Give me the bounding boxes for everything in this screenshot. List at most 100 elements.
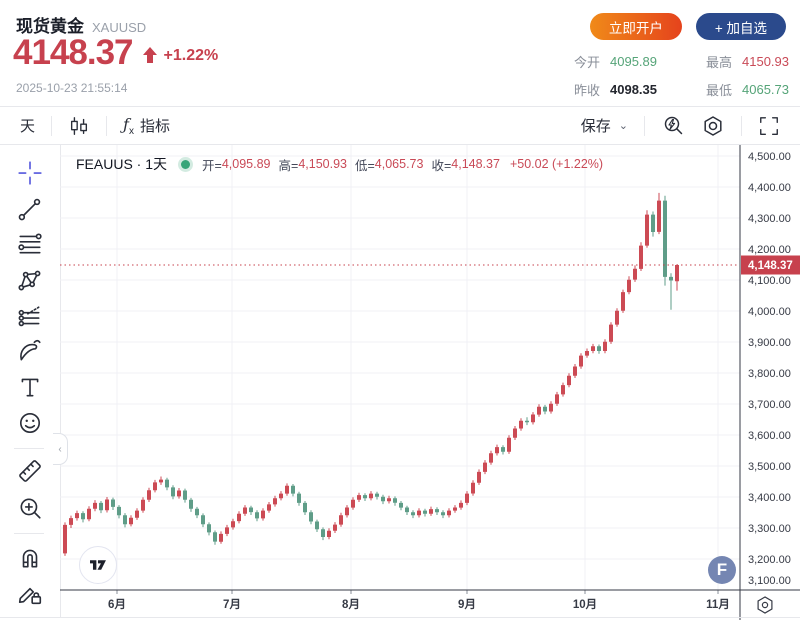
legend-open-label: 开=	[202, 158, 222, 173]
price-tick-label[interactable]: 4,200.00	[748, 244, 791, 256]
indicators-label: 指标	[139, 118, 170, 135]
emoji-icon	[19, 412, 41, 434]
axis-settings-gear-icon[interactable]	[761, 601, 769, 609]
price-chart[interactable]: 6月 7月 8月 9月 10月 11月 4,500.00 4,400.00 4,300.00 4,…	[60, 145, 800, 620]
fullscreen-icon	[760, 116, 778, 135]
price-tick-label[interactable]: 3,100.00	[748, 575, 791, 587]
indicators-button[interactable]: ƒx 指标	[115, 111, 178, 141]
legend-high-label: 高=	[278, 158, 299, 173]
quick-search-button[interactable]	[653, 110, 693, 142]
fib-retracement-icon	[18, 233, 42, 254]
price-row: 4148.37 +1.22%	[13, 33, 218, 73]
price-tick-label[interactable]: 3,800.00	[748, 368, 791, 380]
price-tick-label[interactable]: 4,400.00	[748, 182, 791, 194]
crosshair-icon	[18, 161, 42, 185]
stat-open-label: 今开	[574, 55, 601, 70]
price-tick-label[interactable]: 4,300.00	[748, 213, 791, 225]
legend-low-value: 4,065.73	[374, 157, 424, 171]
fullscreen-button[interactable]	[750, 111, 788, 141]
interval-selector[interactable]: 天	[12, 111, 43, 140]
zoom-in-icon	[20, 498, 41, 519]
month-label[interactable]: 7月	[223, 598, 241, 611]
symbol-name: 现货黄金	[16, 17, 84, 36]
brush-icon	[20, 339, 41, 361]
symbol-title-row: 现货黄金 XAUUSD	[16, 12, 146, 37]
month-label[interactable]: 10月	[573, 598, 597, 611]
price-tick-label[interactable]: 4,100.00	[748, 275, 791, 287]
chart-style-button[interactable]	[60, 111, 98, 141]
quote-header: 现货黄金 XAUUSD 4148.37 +1.22% 2025-10-23 21…	[0, 0, 800, 106]
legend-close-value: 4,148.37	[451, 157, 500, 171]
legend-high-value: 4,150.93	[298, 157, 347, 171]
chart-settings-button[interactable]	[693, 110, 733, 142]
chart-toolbar: 天 ƒx 指标 保存 ⌄	[0, 106, 800, 145]
add-watchlist-button[interactable]: + 加自选	[695, 13, 786, 40]
price-tick-label[interactable]: 3,400.00	[748, 492, 791, 504]
stat-prev-close-value: 4098.35	[610, 82, 657, 97]
chart-legend: FEAUUS · 1天 开= 4,095.89 高= 4,150.93 低= 4,06…	[76, 154, 603, 174]
candlestick-style-icon	[70, 116, 88, 135]
month-label[interactable]: 9月	[458, 598, 476, 611]
tool-magnet[interactable]	[14, 542, 46, 574]
trend-line-icon	[18, 198, 41, 221]
legend-low-label: 低=	[354, 158, 375, 173]
tool-crosshair[interactable]	[14, 157, 46, 189]
sidebar-divider	[14, 448, 44, 449]
tool-lock-drawings[interactable]	[14, 577, 46, 609]
price-tick-label[interactable]: 4,500.00	[748, 151, 791, 163]
sidebar-divider	[14, 533, 44, 534]
quote-stats: 今开 4095.89 最高 4150.93 昨收 4098.35 最低 4065…	[574, 52, 792, 99]
tool-brush[interactable]	[14, 335, 46, 367]
price-tick-label[interactable]: 3,900.00	[748, 337, 791, 349]
tool-long-position[interactable]	[14, 301, 46, 333]
header-buttons: 立即开户 + 加自选	[589, 13, 786, 40]
save-label: 保存	[580, 118, 611, 135]
magnet-icon	[22, 549, 38, 568]
ruler-icon	[19, 460, 41, 482]
chart-area: 6月 7月 8月 9月 10月 11月 4,500.00 4,400.00 4,300.00 4,…	[60, 145, 800, 620]
tool-emoji[interactable]	[14, 407, 46, 439]
save-button[interactable]: 保存 ⌄	[573, 111, 636, 140]
gear-icon	[704, 115, 722, 136]
month-label[interactable]: 8月	[342, 598, 360, 611]
price-tick-label[interactable]: 3,500.00	[748, 461, 791, 473]
tool-fib-retracement[interactable]	[14, 228, 46, 260]
toolbar-divider	[106, 115, 108, 136]
price-tick-label[interactable]: 3,300.00	[748, 523, 791, 535]
legend-open-value: 4,095.89	[221, 157, 271, 171]
toolbar-divider	[741, 115, 742, 136]
price-tick-label[interactable]: 3,700.00	[748, 399, 791, 411]
tool-zoom-in[interactable]	[14, 492, 46, 524]
sidebar-collapse-handle[interactable]: ‹	[53, 433, 68, 465]
tool-trend-line[interactable]	[14, 193, 46, 225]
stat-low-label: 最低	[706, 83, 733, 98]
candle-bodies-up	[63, 200, 679, 554]
tool-ruler[interactable]	[14, 455, 46, 487]
legend-symbol[interactable]: FEAUUS · 1天	[76, 156, 168, 172]
stat-high-value: 4150.93	[742, 54, 789, 69]
bottom-border	[0, 617, 800, 618]
month-label[interactable]: 11月	[706, 598, 730, 611]
month-label[interactable]: 6月	[108, 598, 126, 611]
pencil-lock-icon	[18, 587, 42, 605]
price-tick-label[interactable]: 4,000.00	[748, 306, 791, 318]
xabcd-pattern-icon	[18, 270, 41, 291]
price-tick-label[interactable]: 3,200.00	[748, 554, 791, 566]
stat-low-value: 4065.73	[742, 82, 789, 97]
tool-text[interactable]	[14, 371, 46, 403]
tradingview-logo-icon	[89, 560, 106, 570]
axis-settings-gear-icon[interactable]	[757, 596, 773, 614]
fx-icon: ƒx	[123, 114, 134, 137]
open-account-button[interactable]: 立即开户	[589, 13, 682, 40]
price-tick-label[interactable]: 3,600.00	[748, 430, 791, 442]
drawing-tools-sidebar	[0, 145, 61, 618]
current-price-tag	[741, 255, 800, 275]
tool-xabcd-pattern[interactable]	[14, 264, 46, 296]
long-position-icon	[18, 306, 40, 327]
tradingview-logo[interactable]	[79, 546, 117, 584]
price-up-arrow-icon	[142, 47, 157, 63]
stat-prev-close-label: 昨收	[574, 83, 601, 98]
symbol-code: XAUUSD	[92, 20, 147, 35]
toolbar-divider	[644, 115, 645, 136]
